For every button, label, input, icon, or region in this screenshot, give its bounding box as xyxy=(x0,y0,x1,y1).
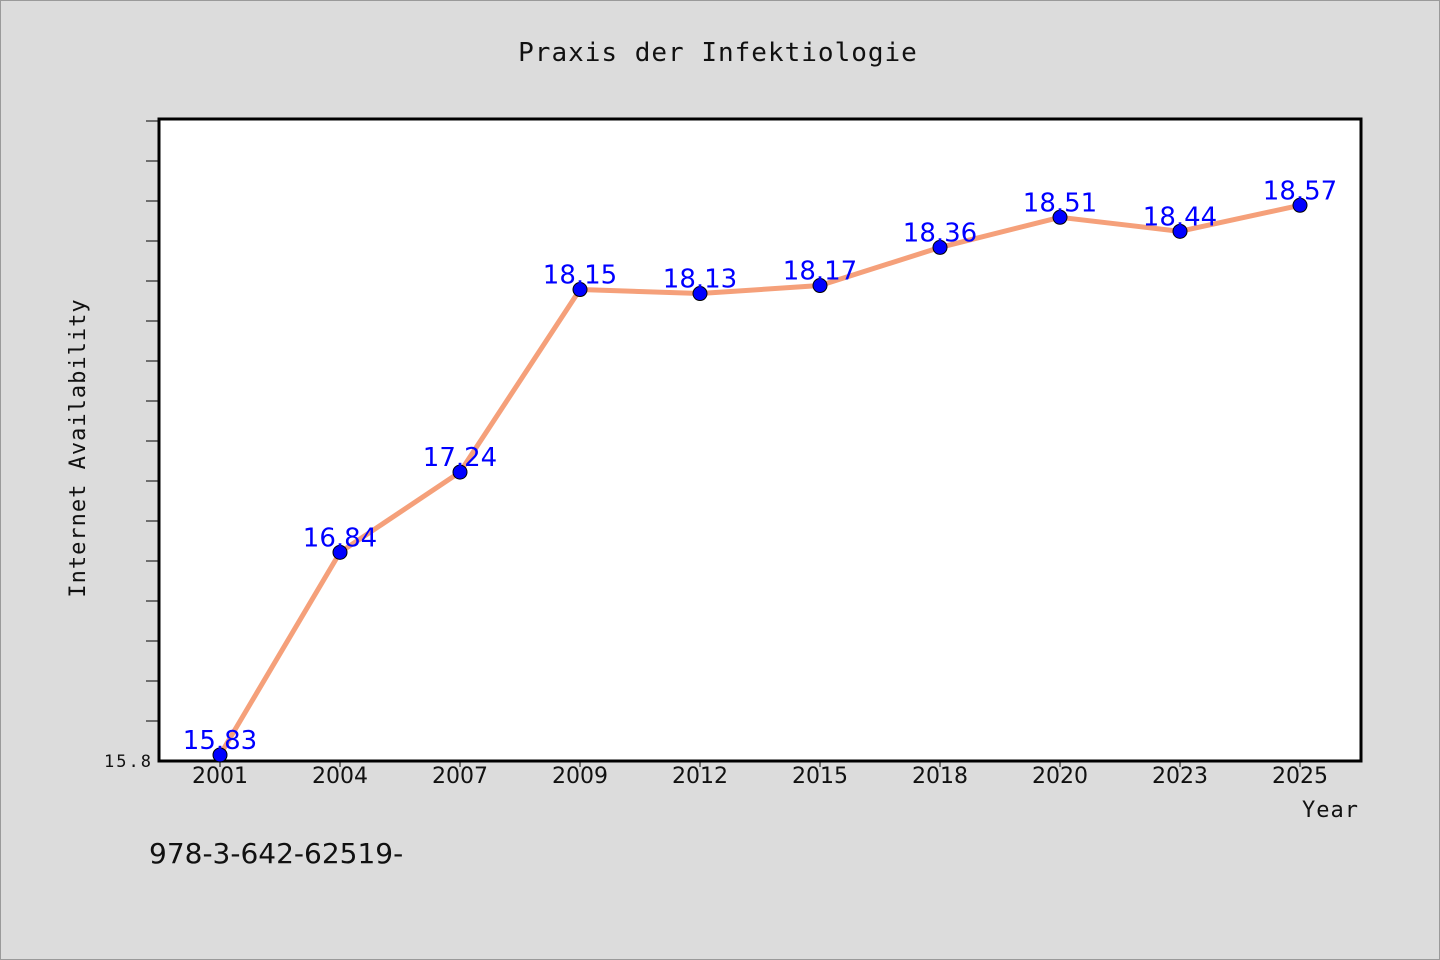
x-tick-label: 2020 xyxy=(1032,764,1088,789)
data-label: 17.24 xyxy=(423,443,497,473)
x-tick-label: 2001 xyxy=(192,764,248,789)
data-point-marker xyxy=(1052,209,1068,225)
x-tick-label: 2018 xyxy=(912,764,968,789)
data-point-marker xyxy=(572,282,588,298)
data-label: 16.84 xyxy=(303,523,377,553)
data-point-marker xyxy=(692,286,708,302)
data-point-marker xyxy=(332,544,348,560)
x-axis-label: Year xyxy=(1302,798,1359,823)
x-tick-label: 2007 xyxy=(432,764,488,789)
chart-title: Praxis der Infektiologie xyxy=(518,38,918,68)
data-point-marker xyxy=(452,464,468,480)
y-tick-label: 15.8 xyxy=(104,752,153,772)
data-point-marker xyxy=(812,278,828,294)
data-label: 18.15 xyxy=(543,261,617,291)
data-point-marker xyxy=(1292,197,1308,213)
x-tick-label: 2025 xyxy=(1272,764,1328,789)
y-axis-label: Internet Availability xyxy=(66,298,91,597)
data-label: 18.51 xyxy=(1023,188,1097,218)
data-point-marker xyxy=(1172,223,1188,239)
data-labels: 15.83 16.84 17.24 18.15 18.13 18.17 18.36 18.51… xyxy=(183,176,1337,756)
data-label: 18.57 xyxy=(1263,176,1337,206)
x-tick-label: 2023 xyxy=(1152,764,1208,789)
footer-isbn-text: 978-3-642-62519- xyxy=(149,837,403,870)
data-markers xyxy=(212,197,1308,763)
x-tick-label: 2012 xyxy=(672,764,728,789)
data-label: 18.17 xyxy=(783,257,857,287)
data-label: 18.13 xyxy=(663,265,737,295)
x-tick-label: 2015 xyxy=(792,764,848,789)
data-label: 15.83 xyxy=(183,726,257,756)
y-tick-labels: 15.8 xyxy=(104,752,153,772)
data-label: 18.36 xyxy=(903,218,977,248)
data-point-marker xyxy=(212,747,228,763)
series-line xyxy=(217,202,1303,758)
data-point-marker xyxy=(932,239,948,255)
x-tick-label: 2004 xyxy=(312,764,368,789)
y-minor-ticks xyxy=(146,120,159,722)
plot-area xyxy=(157,117,1363,763)
data-label: 18.44 xyxy=(1143,202,1217,232)
x-tick-labels: 2001 2004 2007 2009 2012 2015 2018 2020 2023 2025 xyxy=(192,764,1328,789)
x-tick-label: 2009 xyxy=(552,764,608,789)
